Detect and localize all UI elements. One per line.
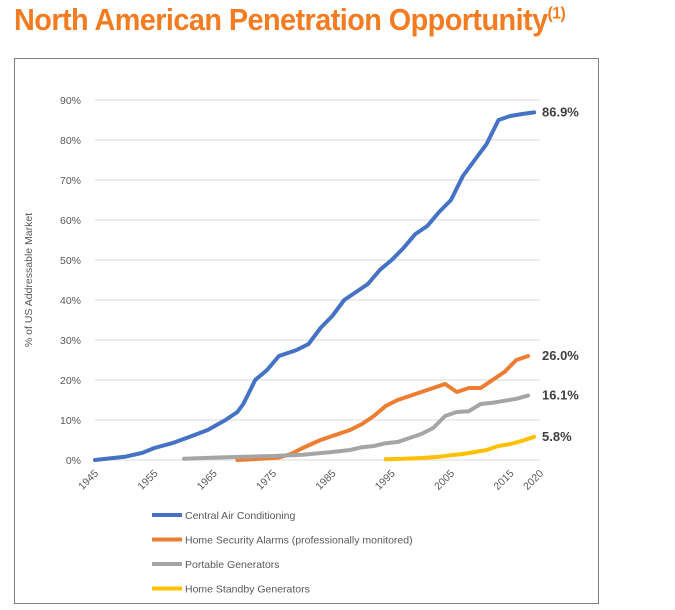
series-line	[182, 393, 531, 461]
x-tick-label: 2020	[521, 468, 546, 493]
legend-entry-label: Home Standby Generators	[185, 584, 310, 596]
y-tick-label: 70%	[60, 175, 81, 187]
end-value-labels: 86.9% 26.0% 16.1% 5.8%	[542, 104, 579, 443]
y-tick-label: 80%	[60, 135, 81, 147]
x-tick-label: 2015	[491, 468, 516, 493]
end-value-label: 26.0%	[542, 348, 579, 363]
title-footnote-marker: (1)	[547, 3, 566, 23]
y-tick-label: 90%	[60, 95, 81, 107]
legend: Central Air Conditioning Home Security Al…	[152, 510, 413, 596]
legend-entry-label: Portable Generators	[185, 559, 280, 571]
x-tick-label: 1945	[76, 468, 101, 493]
y-tick-label: 30%	[60, 335, 81, 347]
page-title-text: North American Penetration Opportunity	[14, 2, 548, 37]
x-tick-label: 1995	[373, 468, 398, 493]
page-title: North American Penetration Opportunity(1…	[14, 2, 566, 38]
end-value-label: 16.1%	[542, 388, 579, 403]
legend-entry-label: Home Security Alarms (professionally mon…	[185, 535, 413, 547]
x-axis-ticks: 1945 1955 1965 1975 1985 1995 2005 2015 2020	[76, 468, 546, 493]
series-line	[235, 354, 531, 462]
y-axis-ticks: 0% 10% 20% 30% 40% 50% 60% 70% 80% 90%	[60, 95, 81, 467]
x-tick-label: 1975	[254, 468, 279, 493]
y-tick-label: 20%	[60, 375, 81, 387]
y-tick-label: 50%	[60, 255, 81, 267]
x-tick-label: 2005	[432, 468, 457, 493]
y-axis-label: % of US Addressable Market	[23, 213, 35, 347]
series-line	[93, 110, 537, 462]
chart-frame: 0% 10% 20% 30% 40% 50% 60% 70% 80% 90% 1945 1955 19…	[14, 58, 599, 604]
y-tick-label: 40%	[60, 295, 81, 307]
x-tick-label: 1965	[195, 468, 220, 493]
y-tick-label: 0%	[66, 455, 81, 467]
x-tick-label: 1955	[135, 468, 160, 493]
line-chart: 0%10%20%30%40%50%60%70%80%90% 1945 1955 19…	[23, 95, 579, 596]
x-tick-label: 1985	[313, 468, 338, 493]
y-tick-label: 60%	[60, 215, 81, 227]
end-value-label: 86.9%	[542, 104, 579, 119]
series-lines	[93, 110, 537, 462]
legend-entry-label: Central Air Conditioning	[185, 510, 295, 522]
gridlines	[95, 99, 540, 461]
end-value-label: 5.8%	[542, 429, 572, 444]
series-line	[383, 434, 537, 462]
y-tick-label: 10%	[60, 415, 81, 427]
